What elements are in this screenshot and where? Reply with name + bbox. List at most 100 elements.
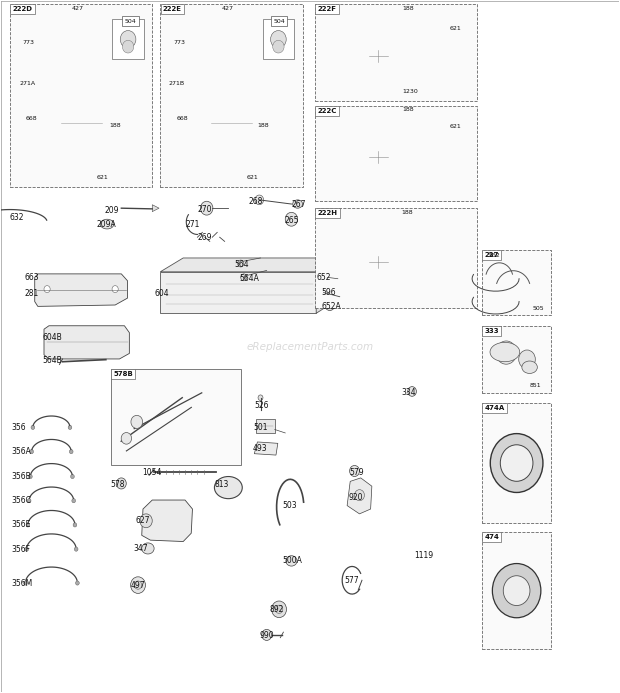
Circle shape — [26, 523, 30, 527]
Text: 526: 526 — [254, 401, 269, 410]
Text: 265: 265 — [284, 216, 298, 225]
Circle shape — [72, 499, 76, 503]
Circle shape — [27, 499, 31, 503]
Bar — [315, 208, 477, 308]
Circle shape — [255, 195, 264, 204]
Text: 621: 621 — [247, 175, 259, 179]
Circle shape — [404, 125, 415, 137]
Text: 427: 427 — [72, 6, 84, 12]
Circle shape — [120, 30, 136, 48]
Circle shape — [237, 79, 247, 90]
Circle shape — [190, 72, 213, 96]
Polygon shape — [254, 442, 278, 455]
Text: 268: 268 — [248, 197, 262, 206]
Text: 604: 604 — [154, 289, 169, 298]
Text: 504: 504 — [273, 19, 285, 24]
Circle shape — [272, 601, 286, 617]
Circle shape — [172, 107, 182, 117]
Text: 503: 503 — [282, 501, 297, 510]
Circle shape — [237, 260, 244, 267]
Circle shape — [325, 299, 335, 310]
Text: eReplacementParts.com: eReplacementParts.com — [246, 342, 374, 351]
Text: 222C: 222C — [317, 108, 337, 114]
Polygon shape — [161, 258, 316, 272]
Circle shape — [131, 415, 143, 428]
Text: 578B: 578B — [113, 371, 133, 377]
Circle shape — [258, 395, 263, 401]
Text: 1230: 1230 — [403, 89, 418, 94]
Text: 504: 504 — [125, 19, 136, 24]
Circle shape — [404, 228, 415, 240]
Circle shape — [117, 478, 126, 489]
Ellipse shape — [490, 342, 520, 362]
Circle shape — [74, 547, 78, 551]
Polygon shape — [153, 204, 159, 211]
Text: 270: 270 — [197, 205, 212, 214]
Polygon shape — [142, 500, 192, 541]
Circle shape — [340, 280, 350, 292]
Polygon shape — [35, 274, 128, 306]
Circle shape — [275, 605, 283, 613]
Circle shape — [25, 547, 29, 551]
Bar — [263, 19, 294, 60]
Circle shape — [40, 72, 62, 96]
Circle shape — [340, 174, 350, 186]
Circle shape — [404, 24, 415, 35]
Text: 427: 427 — [222, 6, 234, 12]
Polygon shape — [342, 31, 418, 82]
Circle shape — [122, 40, 134, 53]
Ellipse shape — [100, 219, 114, 229]
Text: 269: 269 — [197, 233, 212, 242]
Text: 773: 773 — [22, 40, 34, 44]
Circle shape — [404, 280, 415, 292]
Circle shape — [355, 490, 365, 501]
Text: 188: 188 — [403, 107, 414, 112]
Circle shape — [44, 286, 50, 292]
Text: 621: 621 — [97, 175, 108, 179]
Circle shape — [29, 475, 32, 479]
Text: 356C: 356C — [12, 496, 32, 505]
Text: 222H: 222H — [317, 210, 337, 216]
Text: 474: 474 — [484, 534, 499, 540]
Circle shape — [257, 130, 266, 141]
Bar — [482, 326, 551, 393]
Text: 604B: 604B — [43, 333, 63, 342]
Text: 271: 271 — [185, 220, 200, 229]
Text: 497: 497 — [131, 581, 145, 590]
Circle shape — [200, 201, 213, 215]
Text: 188: 188 — [402, 210, 413, 215]
Bar — [315, 106, 477, 201]
Circle shape — [408, 387, 417, 396]
Text: 596: 596 — [321, 288, 336, 297]
Circle shape — [31, 426, 35, 430]
Bar — [482, 532, 551, 649]
Polygon shape — [161, 272, 316, 313]
Text: 227: 227 — [484, 252, 499, 258]
Text: 564A: 564A — [239, 274, 259, 283]
Circle shape — [519, 350, 535, 369]
Circle shape — [24, 581, 27, 585]
Text: 505: 505 — [533, 306, 544, 311]
Circle shape — [317, 271, 328, 283]
Polygon shape — [342, 236, 418, 290]
Ellipse shape — [215, 477, 242, 499]
Circle shape — [22, 107, 32, 117]
Text: 493: 493 — [253, 444, 268, 453]
Text: 356: 356 — [12, 423, 27, 432]
Circle shape — [490, 434, 543, 493]
Text: 474A: 474A — [484, 405, 505, 411]
Text: 621: 621 — [449, 124, 461, 129]
Text: 564B: 564B — [43, 356, 63, 365]
Circle shape — [135, 581, 142, 589]
Text: 577: 577 — [344, 576, 358, 585]
Polygon shape — [329, 21, 439, 93]
Circle shape — [492, 563, 541, 617]
Bar — [315, 4, 477, 101]
Circle shape — [350, 466, 360, 477]
Text: 564: 564 — [234, 261, 249, 270]
Text: 621: 621 — [449, 26, 461, 31]
Text: 990: 990 — [259, 631, 274, 640]
Circle shape — [500, 445, 533, 481]
Bar — [255, 419, 275, 433]
Text: 271B: 271B — [169, 81, 185, 86]
